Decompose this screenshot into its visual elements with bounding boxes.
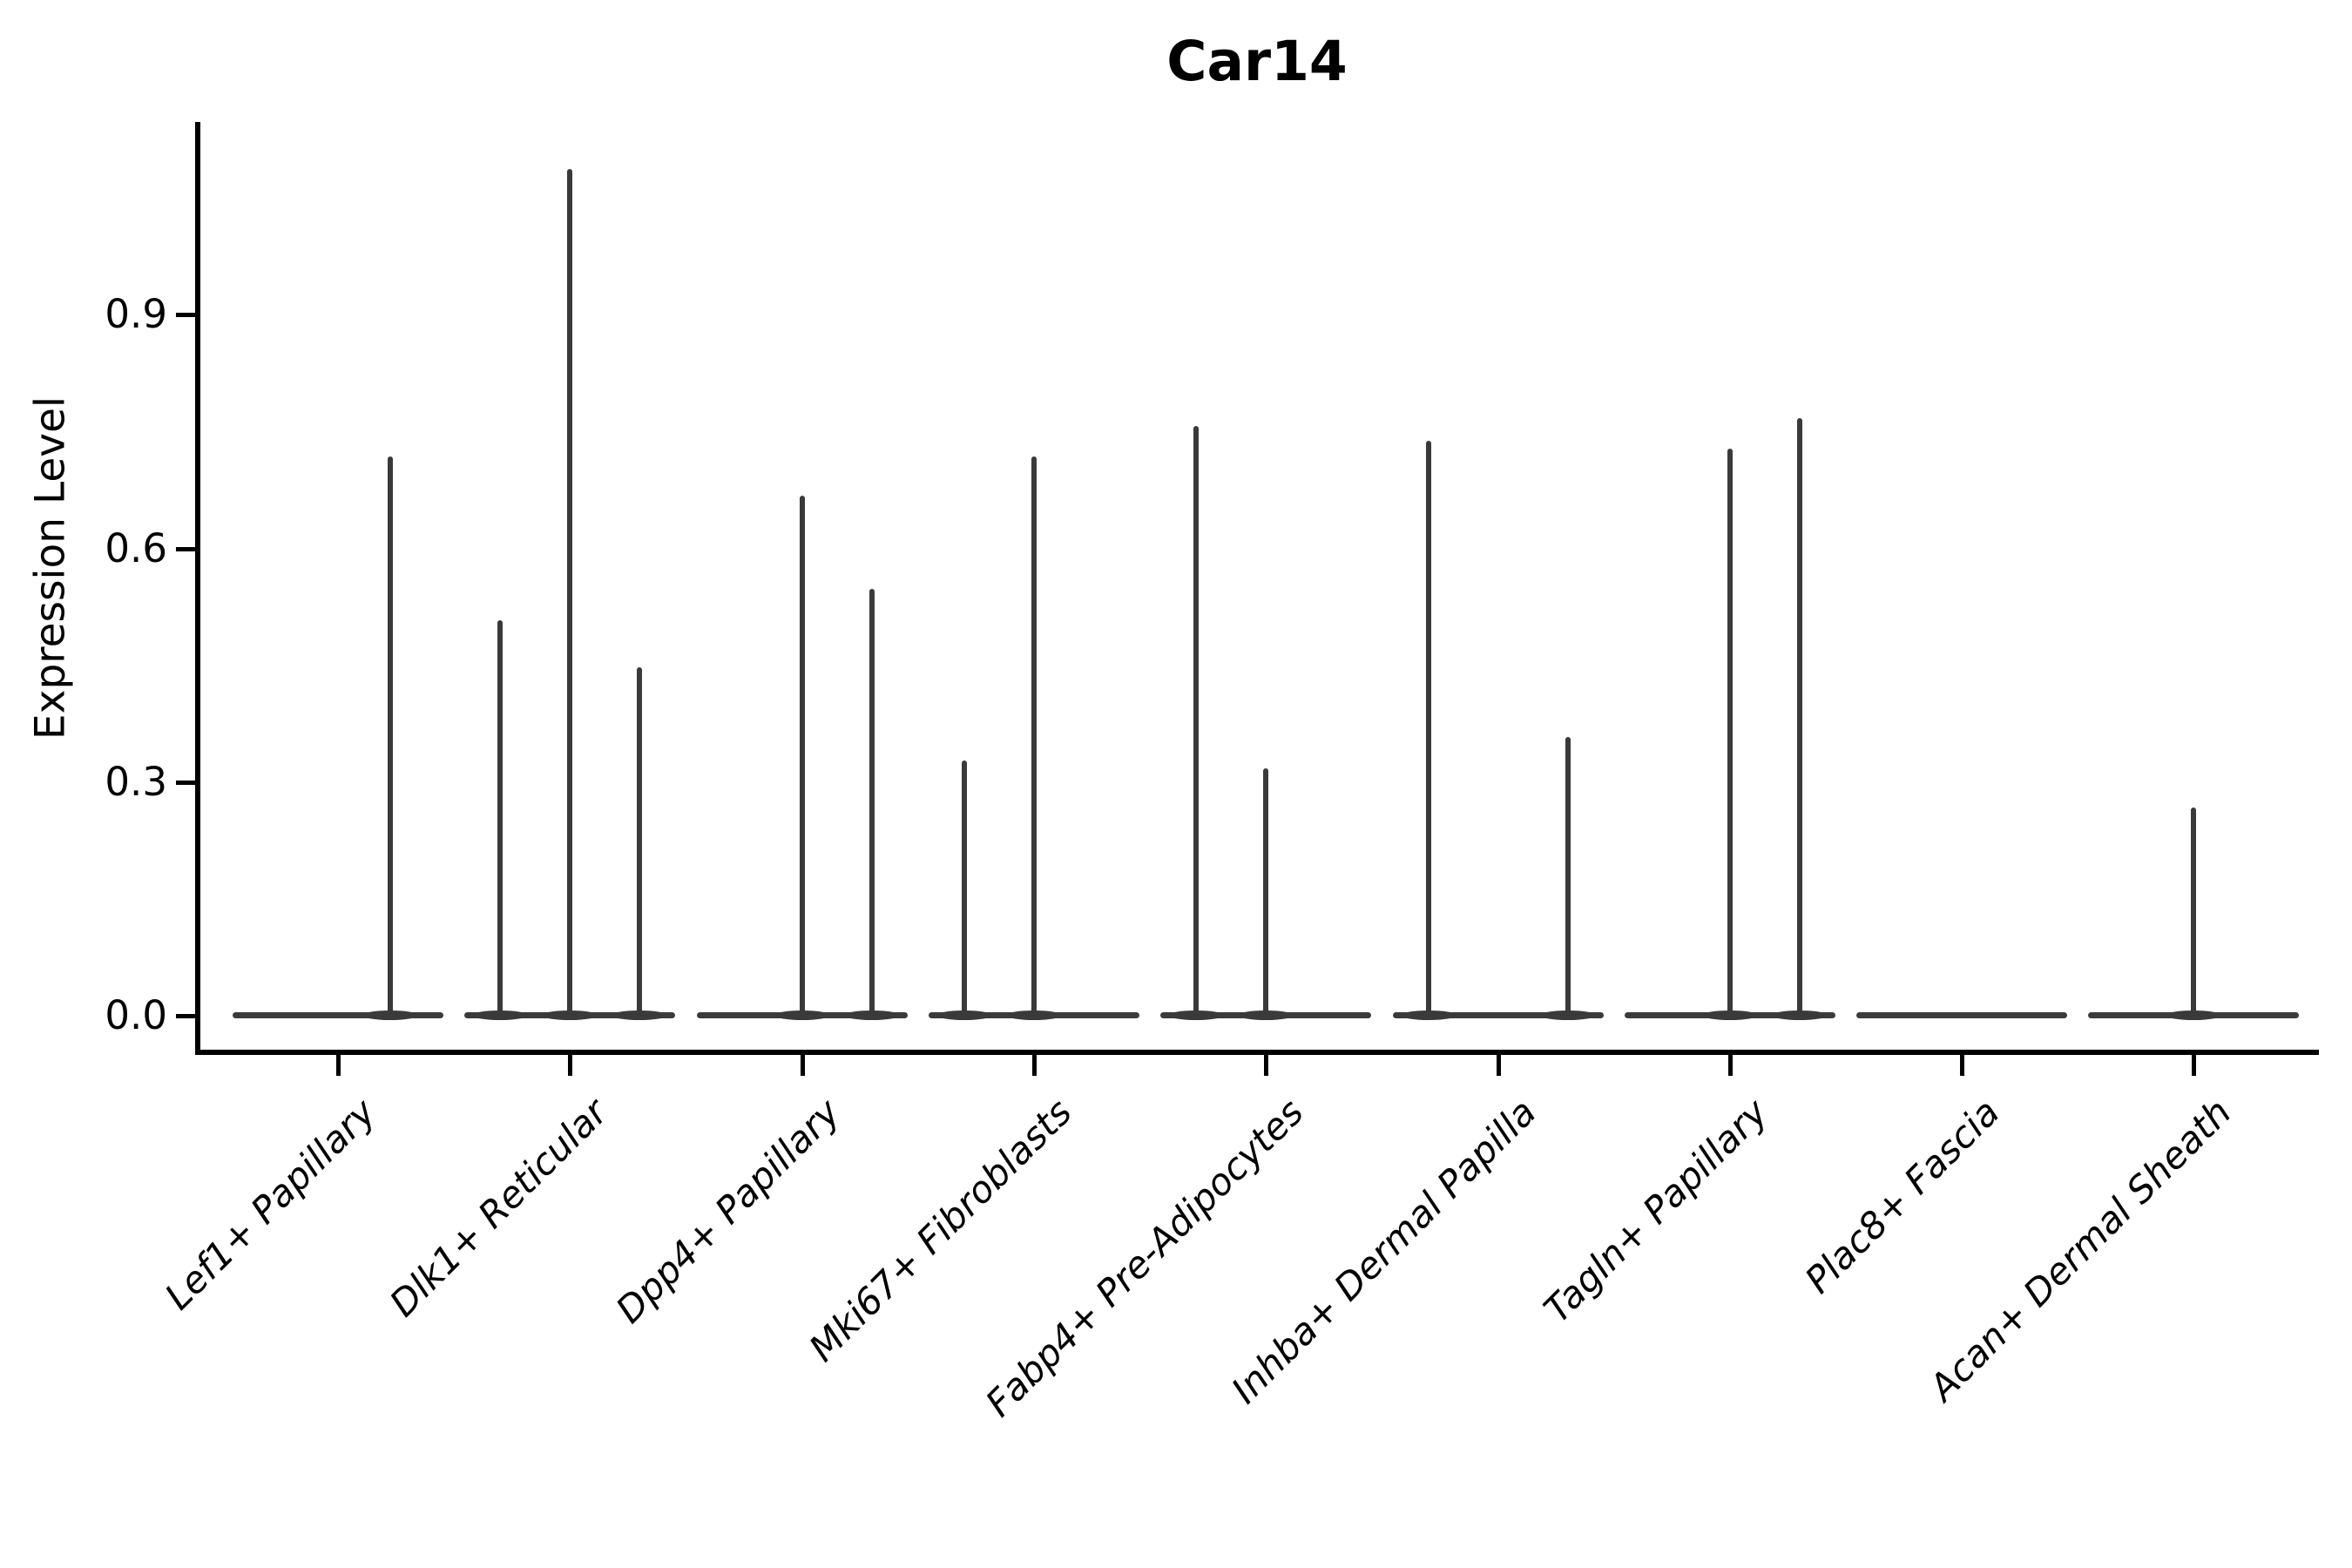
violin-spike <box>2191 807 2196 1017</box>
violin-spike <box>637 666 642 1017</box>
y-tick <box>176 780 197 785</box>
y-tick <box>176 546 197 551</box>
x-tick <box>568 1055 572 1076</box>
x-tick <box>336 1055 341 1076</box>
x-tick <box>1960 1055 1964 1076</box>
violin-spike <box>567 168 572 1017</box>
violin-spike <box>962 760 967 1017</box>
y-tick <box>176 1014 197 1018</box>
violin-spike <box>869 589 875 1017</box>
violin-spike <box>800 496 805 1017</box>
x-tick <box>1264 1055 1268 1076</box>
violin-baseline <box>1856 1012 2067 1018</box>
y-axis-line <box>195 122 200 1055</box>
y-tick-label: 0.6 <box>105 524 167 571</box>
violin-spike <box>1797 417 1802 1017</box>
violin-spike <box>1031 456 1037 1017</box>
violin-baseline <box>1393 1012 1604 1018</box>
y-tick-label: 0.0 <box>105 992 167 1038</box>
violin-spike <box>1727 449 1733 1017</box>
y-tick-label: 0.3 <box>105 758 167 805</box>
violin-spike <box>497 620 503 1017</box>
x-tick <box>1497 1055 1501 1076</box>
y-tick <box>176 313 197 318</box>
x-tick <box>1728 1055 1733 1076</box>
violin-spike <box>1263 767 1268 1017</box>
y-tick-label: 0.9 <box>105 291 167 338</box>
violin-spike <box>1426 441 1431 1017</box>
violin-spike <box>1193 425 1199 1017</box>
x-axis-line <box>195 1050 2319 1055</box>
chart-title: Car14 <box>1166 30 1348 93</box>
violin-spike <box>1565 737 1571 1017</box>
x-tick <box>1032 1055 1037 1076</box>
x-tick <box>2192 1055 2196 1076</box>
violin-baseline <box>233 1012 443 1018</box>
x-tick <box>801 1055 805 1076</box>
violin-spike <box>388 456 393 1017</box>
